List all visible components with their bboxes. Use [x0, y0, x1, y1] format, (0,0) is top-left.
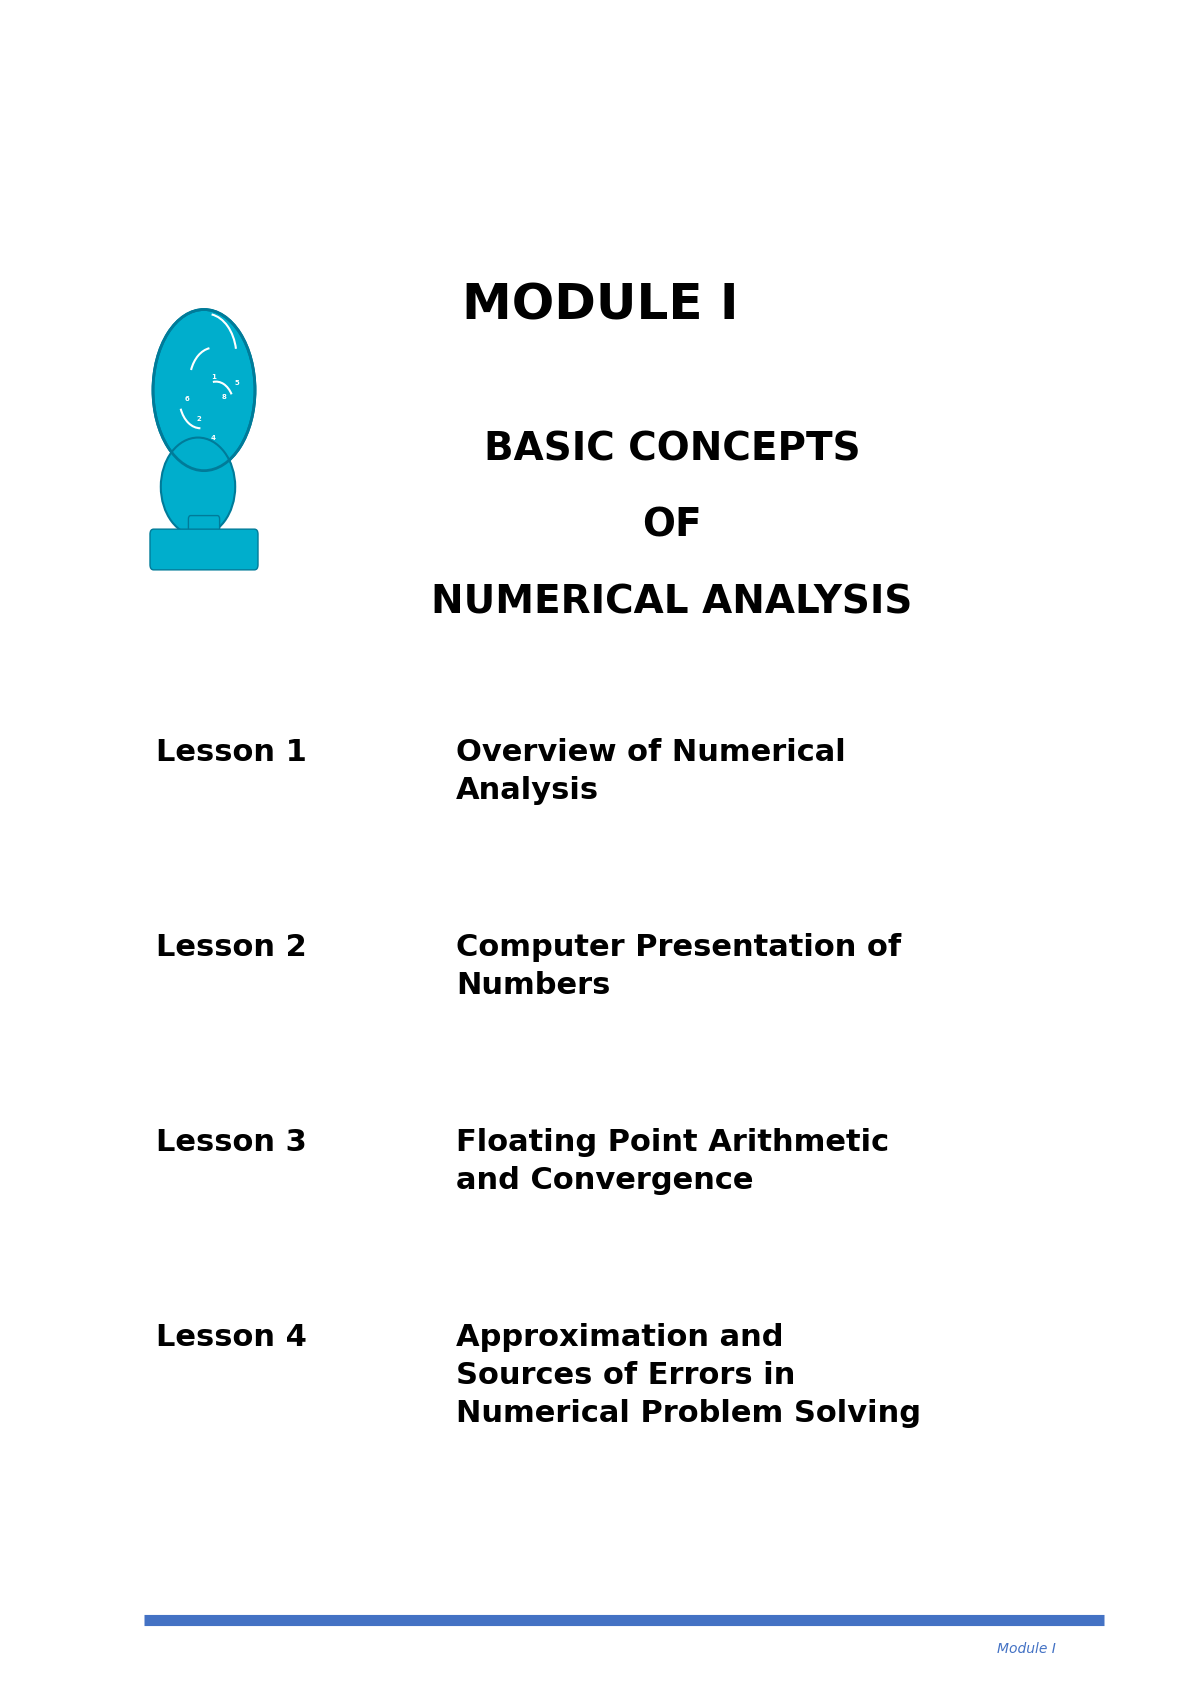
Text: Approximation and
Sources of Errors in
Numerical Problem Solving: Approximation and Sources of Errors in N… [456, 1323, 922, 1428]
Text: BASIC CONCEPTS: BASIC CONCEPTS [484, 431, 860, 468]
Text: OF: OF [642, 507, 702, 544]
Text: 2: 2 [197, 416, 202, 422]
Text: Lesson 1: Lesson 1 [156, 738, 307, 767]
Text: Overview of Numerical
Analysis: Overview of Numerical Analysis [456, 738, 846, 806]
FancyBboxPatch shape [188, 516, 220, 560]
Text: Lesson 3: Lesson 3 [156, 1128, 307, 1157]
Text: 6: 6 [185, 395, 190, 402]
Ellipse shape [154, 309, 256, 470]
Ellipse shape [161, 438, 235, 536]
FancyBboxPatch shape [150, 529, 258, 570]
Text: Lesson 4: Lesson 4 [156, 1323, 307, 1352]
Text: Floating Point Arithmetic
and Convergence: Floating Point Arithmetic and Convergenc… [456, 1128, 889, 1196]
Text: 4: 4 [211, 434, 216, 441]
Text: 8: 8 [222, 393, 227, 400]
Text: 1: 1 [211, 373, 216, 380]
Text: NUMERICAL ANALYSIS: NUMERICAL ANALYSIS [431, 583, 913, 621]
Text: 5: 5 [234, 380, 239, 387]
Text: Lesson 2: Lesson 2 [156, 933, 307, 962]
Text: Module I: Module I [997, 1642, 1056, 1655]
Text: MODULE I: MODULE I [462, 282, 738, 329]
Text: Computer Presentation of
Numbers: Computer Presentation of Numbers [456, 933, 901, 1001]
